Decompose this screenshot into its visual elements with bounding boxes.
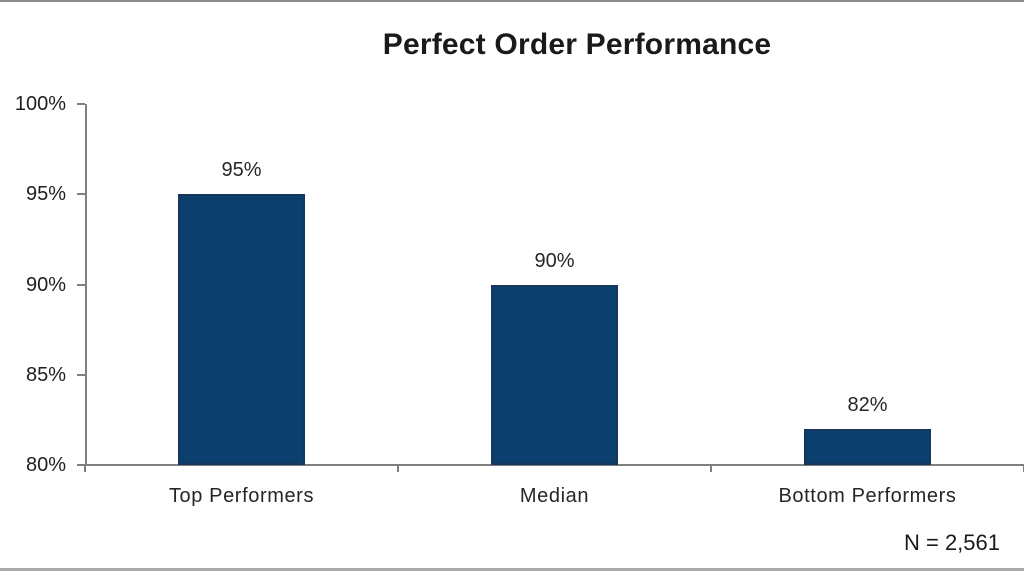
- bar-top-performers: [178, 194, 305, 465]
- y-axis-tick: [77, 283, 85, 286]
- x-axis-line: [85, 464, 1024, 466]
- bar-value-label: 82%: [847, 393, 888, 416]
- y-tick-label: 90%: [25, 273, 66, 296]
- category-label: Top Performers: [168, 485, 315, 507]
- y-axis-tick: [77, 373, 85, 376]
- x-axis-tick: [397, 465, 399, 472]
- y-axis-tick: [77, 103, 85, 105]
- y-tick-label: 100%: [14, 93, 66, 115]
- y-tick-label: 80%: [25, 454, 66, 476]
- y-tick-label: 95%: [25, 183, 66, 206]
- bar-median: [491, 284, 618, 465]
- y-axis-line: [85, 104, 87, 466]
- category-label: Median: [519, 485, 590, 507]
- bar-value-label: 95%: [221, 159, 262, 182]
- y-axis-tick: [77, 193, 85, 196]
- category-label: Bottom Performers: [778, 485, 957, 507]
- top-border-line: [0, 0, 1024, 2]
- chart-title: Perfect Order Performance: [382, 28, 772, 61]
- bar-bottom-performers: [804, 428, 931, 465]
- y-axis-tick: [77, 464, 85, 466]
- bar-value-label: 90%: [534, 249, 575, 272]
- bottom-border-line: [0, 568, 1024, 571]
- x-axis-tick: [710, 465, 712, 472]
- x-axis-tick: [84, 465, 86, 472]
- sample-size-note: N = 2,561: [903, 530, 1000, 555]
- y-tick-label: 85%: [25, 363, 66, 386]
